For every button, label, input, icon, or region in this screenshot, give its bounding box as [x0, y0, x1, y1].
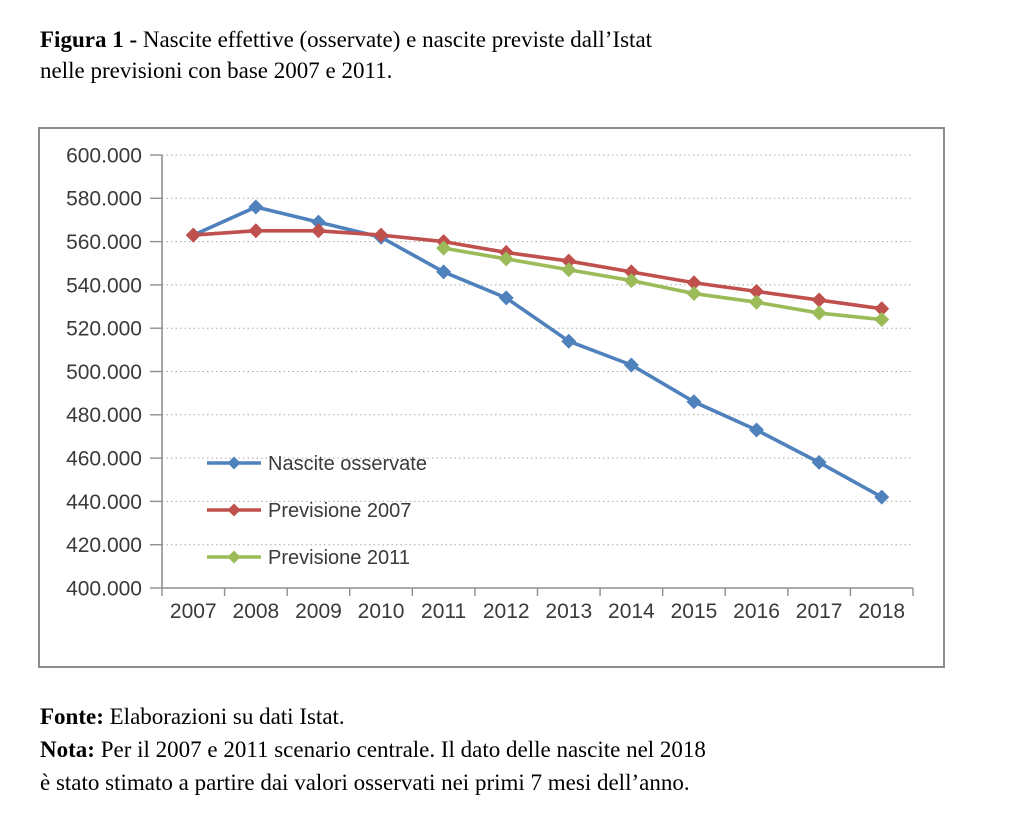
data-point-marker — [811, 454, 827, 470]
data-point-marker — [811, 305, 827, 321]
figure-title-text-line2: nelle previsioni con base 2007 e 2011. — [40, 58, 393, 83]
data-point-marker — [561, 262, 577, 278]
nota-text-line1: Per il 2007 e 2011 scenario centrale. Il… — [94, 737, 706, 762]
x-axis-label: 2013 — [545, 600, 592, 623]
data-point-marker — [248, 223, 264, 239]
series-line-1 — [191, 205, 884, 499]
line-chart: 400.000 420.000 440.000 460.000 480.000 500.0… — [66, 144, 914, 623]
data-point-marker — [686, 394, 702, 410]
x-axis-label: 2018 — [858, 600, 905, 623]
data-point-marker — [623, 357, 639, 373]
data-point-marker — [749, 422, 765, 438]
series-line-2 — [191, 228, 884, 311]
fonte-text: Elaborazioni su dati Istat. — [103, 704, 345, 729]
legend-label: Previsione 2011 — [268, 547, 410, 569]
fonte-label: Fonte: — [40, 704, 104, 729]
legend-swatch-marker — [227, 503, 241, 517]
data-point-marker — [811, 292, 827, 308]
data-point-marker — [498, 251, 514, 267]
x-axis-label: 2012 — [483, 600, 530, 623]
data-point-marker — [185, 227, 201, 243]
figure-title-number: Figura 1 - — [40, 27, 138, 52]
series-line-3 — [441, 246, 884, 322]
data-point-marker — [310, 223, 326, 239]
x-axis-label: 2011 — [421, 600, 466, 623]
data-point-marker — [874, 312, 890, 328]
legend-swatch-marker — [227, 550, 241, 564]
y-axis-label: 480.000 — [66, 404, 142, 427]
y-axis-label: 600.000 — [66, 144, 142, 167]
nota-text-line2: è stato stimato a partire dai valori oss… — [40, 770, 690, 795]
data-point-marker — [749, 294, 765, 310]
data-point-marker — [561, 333, 577, 349]
y-axis-label: 560.000 — [66, 231, 142, 254]
legend-label: Previsione 2007 — [268, 500, 411, 522]
data-point-marker — [310, 214, 326, 230]
y-axis-label: 500.000 — [66, 361, 142, 384]
y-axis-label: 420.000 — [66, 534, 142, 557]
x-axis-label: 2017 — [796, 600, 843, 623]
data-point-marker — [436, 264, 452, 280]
y-axis-label: 520.000 — [66, 318, 142, 341]
data-point-marker — [498, 290, 514, 306]
data-point-marker — [749, 283, 765, 299]
data-point-marker — [248, 199, 264, 215]
x-axis-label: 2016 — [733, 600, 780, 623]
data-point-marker — [686, 286, 702, 302]
x-axis-label: 2008 — [233, 600, 280, 623]
x-axis-label: 2014 — [608, 600, 655, 623]
chart-frame: 400.000 420.000 440.000 460.000 480.000 500.0… — [38, 127, 945, 668]
footer-notes: Fonte: Elaborazioni su dati Istat. Nota: … — [40, 700, 1000, 799]
data-point-marker — [623, 273, 639, 289]
y-axis-label: 460.000 — [66, 447, 142, 470]
data-point-marker — [874, 301, 890, 317]
y-axis-label: 580.000 — [66, 188, 142, 211]
figure-title: Figura 1 - Nascite effettive (osservate)… — [40, 24, 760, 86]
data-point-marker — [436, 240, 452, 256]
nota-label: Nota: — [40, 737, 95, 762]
x-axis-label: 2009 — [295, 600, 342, 623]
legend-label: Nascite osservate — [268, 453, 427, 475]
x-axis-label: 2007 — [170, 600, 217, 623]
data-point-marker — [874, 489, 890, 505]
data-point-marker — [373, 227, 389, 243]
legend-swatch-marker — [227, 456, 241, 470]
y-axis-label: 400.000 — [66, 577, 142, 600]
figure-title-text-line1: Nascite effettive (osservate) e nascite … — [137, 27, 653, 52]
data-point-marker — [623, 264, 639, 280]
data-point-marker — [686, 275, 702, 291]
x-axis-label: 2010 — [358, 600, 405, 623]
y-axis-label: 540.000 — [66, 274, 142, 297]
y-axis-label: 440.000 — [66, 491, 142, 514]
data-point-marker — [561, 253, 577, 269]
x-axis-label: 2015 — [671, 600, 718, 623]
